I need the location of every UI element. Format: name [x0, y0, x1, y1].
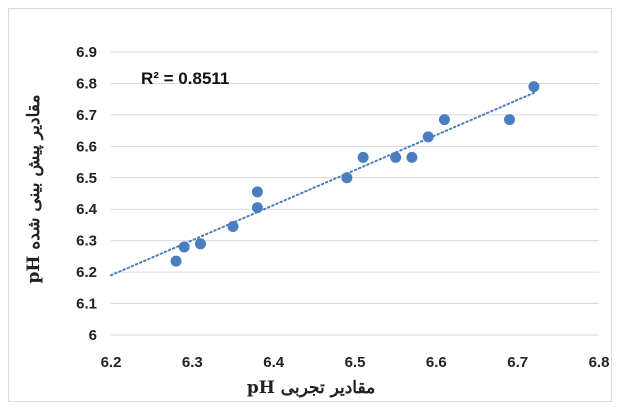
trendline-group: [110, 91, 535, 277]
x-tick-label: 6.3: [182, 354, 203, 371]
x-tick-label: 6.7: [507, 354, 528, 371]
data-point: [390, 151, 402, 163]
data-point: [251, 202, 263, 214]
data-point: [341, 172, 353, 184]
y-tick-label: 6.5: [76, 170, 97, 187]
x-tick-label: 6.5: [345, 354, 366, 371]
data-point: [194, 238, 206, 250]
y-tick-label: 6.6: [76, 138, 97, 155]
data-point: [227, 221, 239, 233]
data-point: [357, 151, 369, 163]
y-tick-label: 6.8: [76, 75, 97, 92]
y-tick-label: 6.3: [76, 233, 97, 250]
data-point: [406, 151, 418, 163]
data-point: [422, 131, 434, 143]
r-squared-annotation: R² = 0.8511: [141, 69, 229, 88]
data-point: [251, 186, 263, 198]
data-points: [170, 81, 540, 267]
y-tick-labels: 6 6.1 6.2 6.3 6.4 6.5 6.6 6.7 6.8 6.9: [76, 44, 98, 344]
data-point: [438, 114, 450, 126]
x-axis-title: مقادیر تجربی pH: [247, 378, 375, 398]
x-tick-labels: 6.2 6.3 6.4 6.5 6.6 6.7 6.8: [101, 354, 610, 371]
y-tick-label: 6.9: [76, 44, 97, 61]
data-point: [170, 255, 182, 267]
y-tick-label: 6.2: [76, 264, 97, 281]
gridlines: [111, 51, 599, 336]
x-tick-label: 6.2: [101, 354, 122, 371]
chart-frame: 6 6.1 6.2 6.3 6.4 6.5 6.6 6.7 6.8 6.9 6.2 6.3 6.4 6.…: [8, 8, 612, 402]
y-tick-label: 6.1: [76, 296, 97, 313]
x-tick-label: 6.8: [589, 354, 610, 371]
x-tick-label: 6.4: [263, 354, 285, 371]
y-tick-label: 6.7: [76, 107, 97, 124]
data-point: [528, 81, 540, 93]
y-axis-title: مقادیر پیش بینی شده pH: [24, 95, 44, 284]
trendline: [110, 91, 535, 277]
y-tick-label: 6: [89, 327, 97, 344]
data-point: [504, 114, 516, 126]
y-tick-label: 6.4: [76, 201, 98, 218]
scatter-chart: 66.16.26.36.46.56.66.76.86.9 6.2 6.3 6.4 6.…: [24, 44, 610, 398]
data-point: [178, 241, 190, 253]
x-tick-label: 6.6: [426, 354, 447, 371]
